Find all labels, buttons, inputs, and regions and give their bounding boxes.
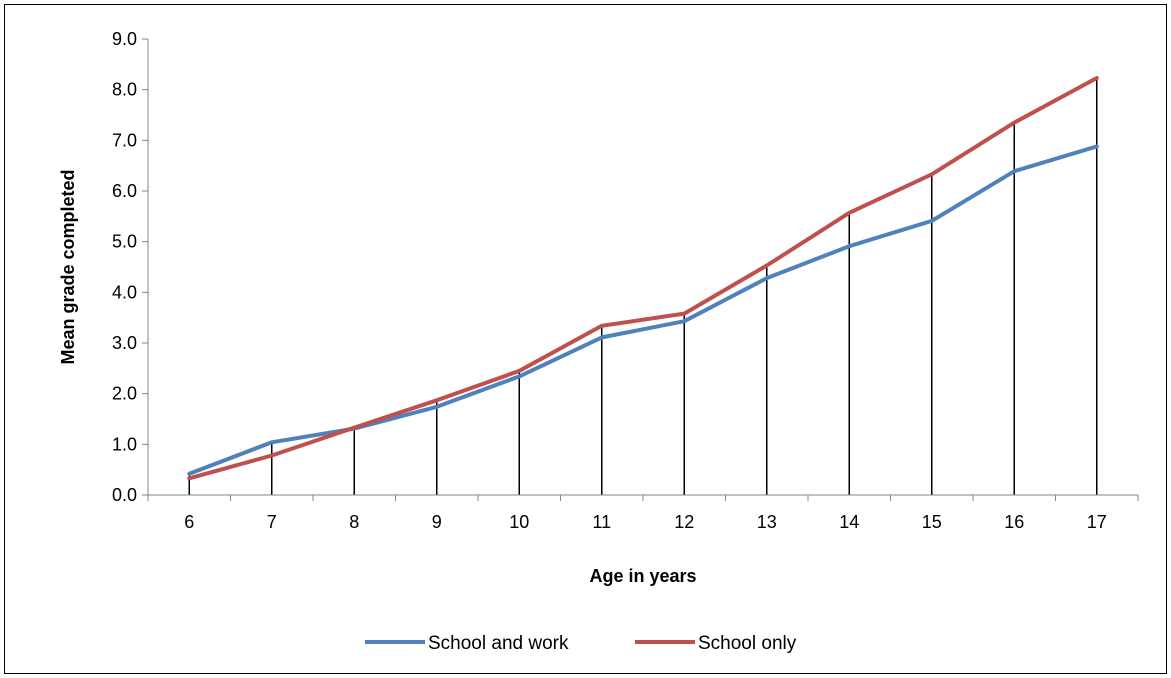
y-tick-label: 5.0 (112, 232, 137, 252)
x-tick-label: 15 (922, 512, 942, 532)
x-tick-label: 16 (1004, 512, 1024, 532)
axes (147, 39, 1138, 496)
y-tick-label: 0.0 (112, 485, 137, 505)
x-axis-title: Age in years (589, 566, 696, 586)
x-tick-label: 12 (674, 512, 694, 532)
y-tick-label: 9.0 (112, 29, 137, 49)
x-tick-label: 14 (839, 512, 859, 532)
x-tick-label: 17 (1087, 512, 1107, 532)
x-tick-label: 11 (592, 512, 611, 532)
x-tick-label: 13 (757, 512, 777, 532)
x-tick-label: 7 (267, 512, 277, 532)
x-tick-label: 6 (184, 512, 194, 532)
x-tick-label: 9 (432, 512, 442, 532)
legend-label-0: School and work (428, 633, 569, 654)
series-lines (187, 76, 1099, 481)
chart-frame (4, 4, 1167, 674)
y-tick-label: 6.0 (112, 181, 137, 201)
y-tick-label: 1.0 (112, 434, 137, 454)
y-axis-ticks: 0.0 1.0 2.0 3.0 4.0 5.0 6.0 7.0 8.0 9.0 (112, 29, 148, 505)
x-tick-label: 8 (349, 512, 359, 532)
y-tick-label: 7.0 (112, 130, 137, 150)
series-line-1 (187, 76, 1099, 481)
legend: School and work School only (365, 633, 797, 654)
drop-lines (188, 78, 1098, 495)
legend-label-1: School only (698, 633, 797, 654)
y-tick-label: 4.0 (112, 282, 137, 302)
y-axis-title: Mean grade completed (58, 169, 78, 364)
x-axis-ticks: 6 7 8 9 10 11 12 13 14 15 16 17 (147, 495, 1139, 532)
y-tick-label: 3.0 (112, 333, 137, 353)
y-tick-label: 2.0 (112, 384, 137, 404)
x-tick-label: 10 (509, 512, 529, 532)
series-line-0 (187, 144, 1099, 476)
y-tick-label: 8.0 (112, 80, 137, 100)
